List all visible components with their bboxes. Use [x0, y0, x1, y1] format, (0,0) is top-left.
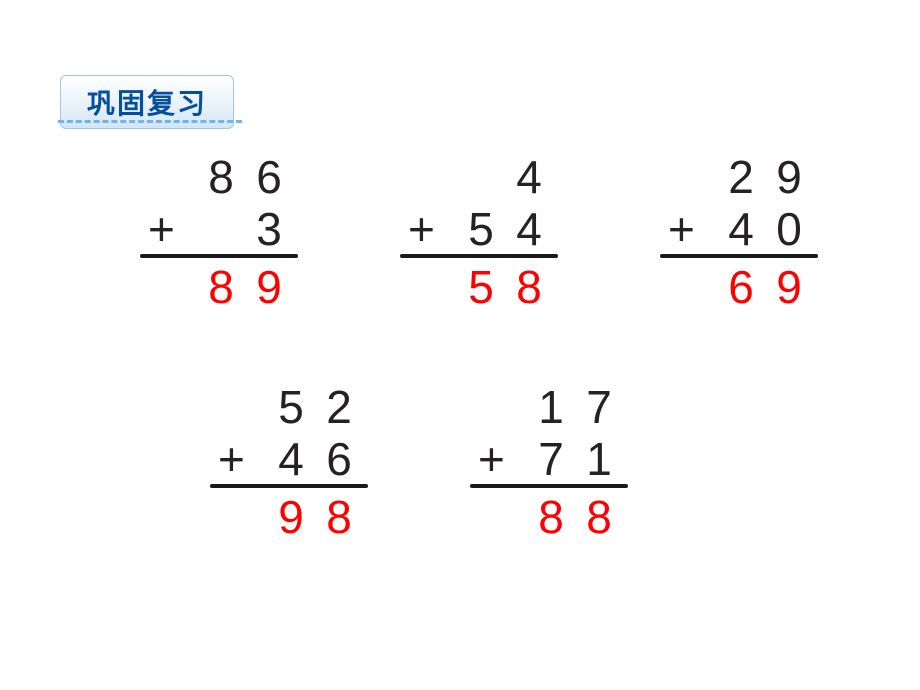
title-underline-dashes — [58, 120, 242, 123]
plus-sign: + — [408, 202, 448, 256]
bottom-ones-digit: 0 — [770, 202, 810, 256]
plus-sign: + — [218, 432, 258, 486]
answer-row: 8 9 — [110, 260, 310, 312]
answer-ones-digit: 8 — [580, 490, 620, 544]
addend-bottom-row: + 4 6 — [180, 432, 380, 484]
addend-bottom-row: + 5 4 — [370, 202, 570, 254]
top-ones-digit: 7 — [580, 380, 620, 434]
addition-problem-4: 5 2 + 4 6 9 8 — [180, 380, 380, 542]
answer-ones-digit: 9 — [250, 260, 290, 314]
top-ones-digit: 4 — [510, 150, 550, 204]
top-tens-digit: 1 — [532, 380, 572, 434]
top-ones-digit: 6 — [250, 150, 290, 204]
answer-ones-digit: 8 — [510, 260, 550, 314]
addend-bottom-row: + 3 — [110, 202, 310, 254]
answer-tens-digit: 9 — [272, 490, 312, 544]
answer-row: 9 8 — [180, 490, 380, 542]
bottom-tens-digit: 5 — [462, 202, 502, 256]
plus-sign: + — [668, 202, 708, 256]
addend-bottom-row: + 4 0 — [630, 202, 830, 254]
bottom-ones-digit: 4 — [510, 202, 550, 256]
answer-ones-digit: 8 — [320, 490, 360, 544]
addition-problem-1: 8 6 + 3 8 9 — [110, 150, 310, 312]
bottom-ones-digit: 6 — [320, 432, 360, 486]
answer-tens-digit: 6 — [722, 260, 762, 314]
addend-top-row: 8 6 — [110, 150, 310, 202]
top-tens-digit: 8 — [202, 150, 242, 204]
answer-tens-digit: 8 — [202, 260, 242, 314]
bottom-ones-digit: 1 — [580, 432, 620, 486]
addend-top-row: 5 2 — [180, 380, 380, 432]
plus-sign: + — [148, 202, 188, 256]
addend-bottom-row: + 7 1 — [440, 432, 640, 484]
plus-sign: + — [478, 432, 518, 486]
bottom-tens-digit: 7 — [532, 432, 572, 486]
addition-problem-5: 1 7 + 7 1 8 8 — [440, 380, 640, 542]
section-title-text: 巩固复习 — [87, 89, 207, 120]
answer-ones-digit: 9 — [770, 260, 810, 314]
answer-tens-digit: 5 — [462, 260, 502, 314]
addend-top-row: 4 — [370, 150, 570, 202]
answer-row: 8 8 — [440, 490, 640, 542]
answer-row: 5 8 — [370, 260, 570, 312]
addition-problem-2: 4 + 5 4 5 8 — [370, 150, 570, 312]
top-ones-digit: 2 — [320, 380, 360, 434]
addend-top-row: 1 7 — [440, 380, 640, 432]
bottom-tens-digit: 4 — [272, 432, 312, 486]
answer-row: 6 9 — [630, 260, 830, 312]
addition-problem-3: 2 9 + 4 0 6 9 — [630, 150, 830, 312]
bottom-ones-digit: 3 — [250, 202, 290, 256]
answer-tens-digit: 8 — [532, 490, 572, 544]
top-tens-digit: 2 — [722, 150, 762, 204]
bottom-tens-digit: 4 — [722, 202, 762, 256]
addend-top-row: 2 9 — [630, 150, 830, 202]
top-ones-digit: 9 — [770, 150, 810, 204]
top-tens-digit: 5 — [272, 380, 312, 434]
